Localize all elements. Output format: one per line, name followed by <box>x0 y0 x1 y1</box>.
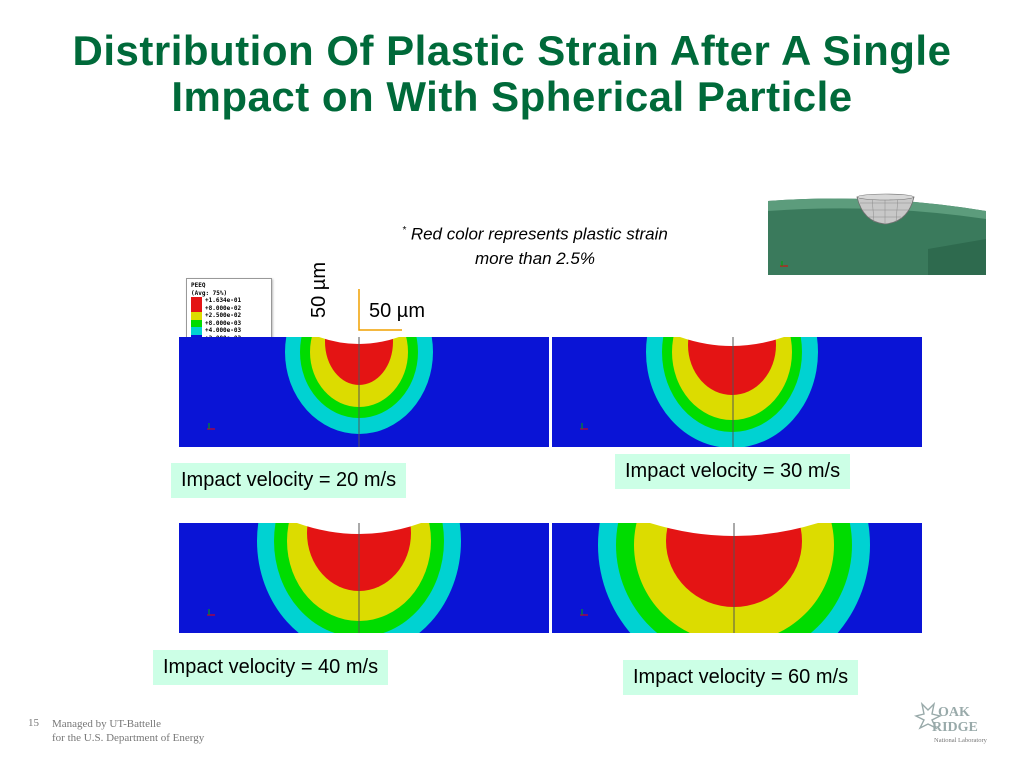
scale-bar <box>358 289 402 331</box>
contour-red <box>688 337 776 395</box>
svg-text:OAK: OAK <box>938 705 970 720</box>
strain-panel-40 <box>179 523 549 633</box>
strain-panel-20 <box>179 337 549 447</box>
slide-title: Distribution Of Plastic Strain After A S… <box>72 27 952 120</box>
note-text: Red color represents plastic strain more… <box>410 224 668 268</box>
legend-value: +8.000e-02 <box>205 304 242 312</box>
scale-label-horizontal: 50 µm <box>369 300 425 322</box>
velocity-label-30: Impact velocity = 30 m/s <box>615 454 851 489</box>
legend-subheader: (Avg: 75%) <box>191 289 228 297</box>
legend-entry: +8.000e-02 <box>191 304 267 312</box>
page-number: 15 <box>28 717 39 729</box>
legend-entry: +4.000e-03 <box>191 327 267 335</box>
legend-value: +8.000e-03 <box>205 319 242 327</box>
impact-model-image <box>768 189 986 275</box>
ornl-logo: OAK RIDGE National Laboratory <box>913 701 988 744</box>
note-marker: * <box>402 225 407 236</box>
scale-label-vertical: 50 µm <box>308 262 330 318</box>
legend-swatch <box>191 312 202 320</box>
svg-text:National Laboratory: National Laboratory <box>934 737 988 744</box>
velocity-label-40: Impact velocity = 40 m/s <box>153 650 389 685</box>
legend-entry: +2.500e-02 <box>191 312 267 320</box>
footer-text: Managed by UT-Battelle for the U.S. Depa… <box>52 717 204 745</box>
legend-value: +1.634e-01 <box>205 297 242 304</box>
strain-panel-60 <box>552 523 922 633</box>
velocity-label-60: Impact velocity = 60 m/s <box>623 660 859 695</box>
color-note: * Red color represents plastic strain mo… <box>390 219 680 271</box>
legend-value: +4.000e-03 <box>205 327 242 334</box>
footer-line-1: Managed by UT-Battelle <box>52 718 161 730</box>
legend-value: +2.500e-02 <box>205 312 242 319</box>
legend-swatch <box>191 297 202 305</box>
footer-line-2: for the U.S. Department of Energy <box>52 732 205 744</box>
strain-panel-30 <box>552 337 922 447</box>
svg-text:RIDGE: RIDGE <box>932 720 978 735</box>
legend-swatch <box>191 319 202 327</box>
velocity-label-20: Impact velocity = 20 m/s <box>171 463 407 498</box>
legend-swatch <box>191 304 202 312</box>
legend-entry: +8.000e-03 <box>191 319 267 327</box>
legend-swatch <box>191 327 202 335</box>
legend-header: PEEQ <box>191 282 206 289</box>
legend-entry: +1.634e-01 <box>191 297 267 305</box>
